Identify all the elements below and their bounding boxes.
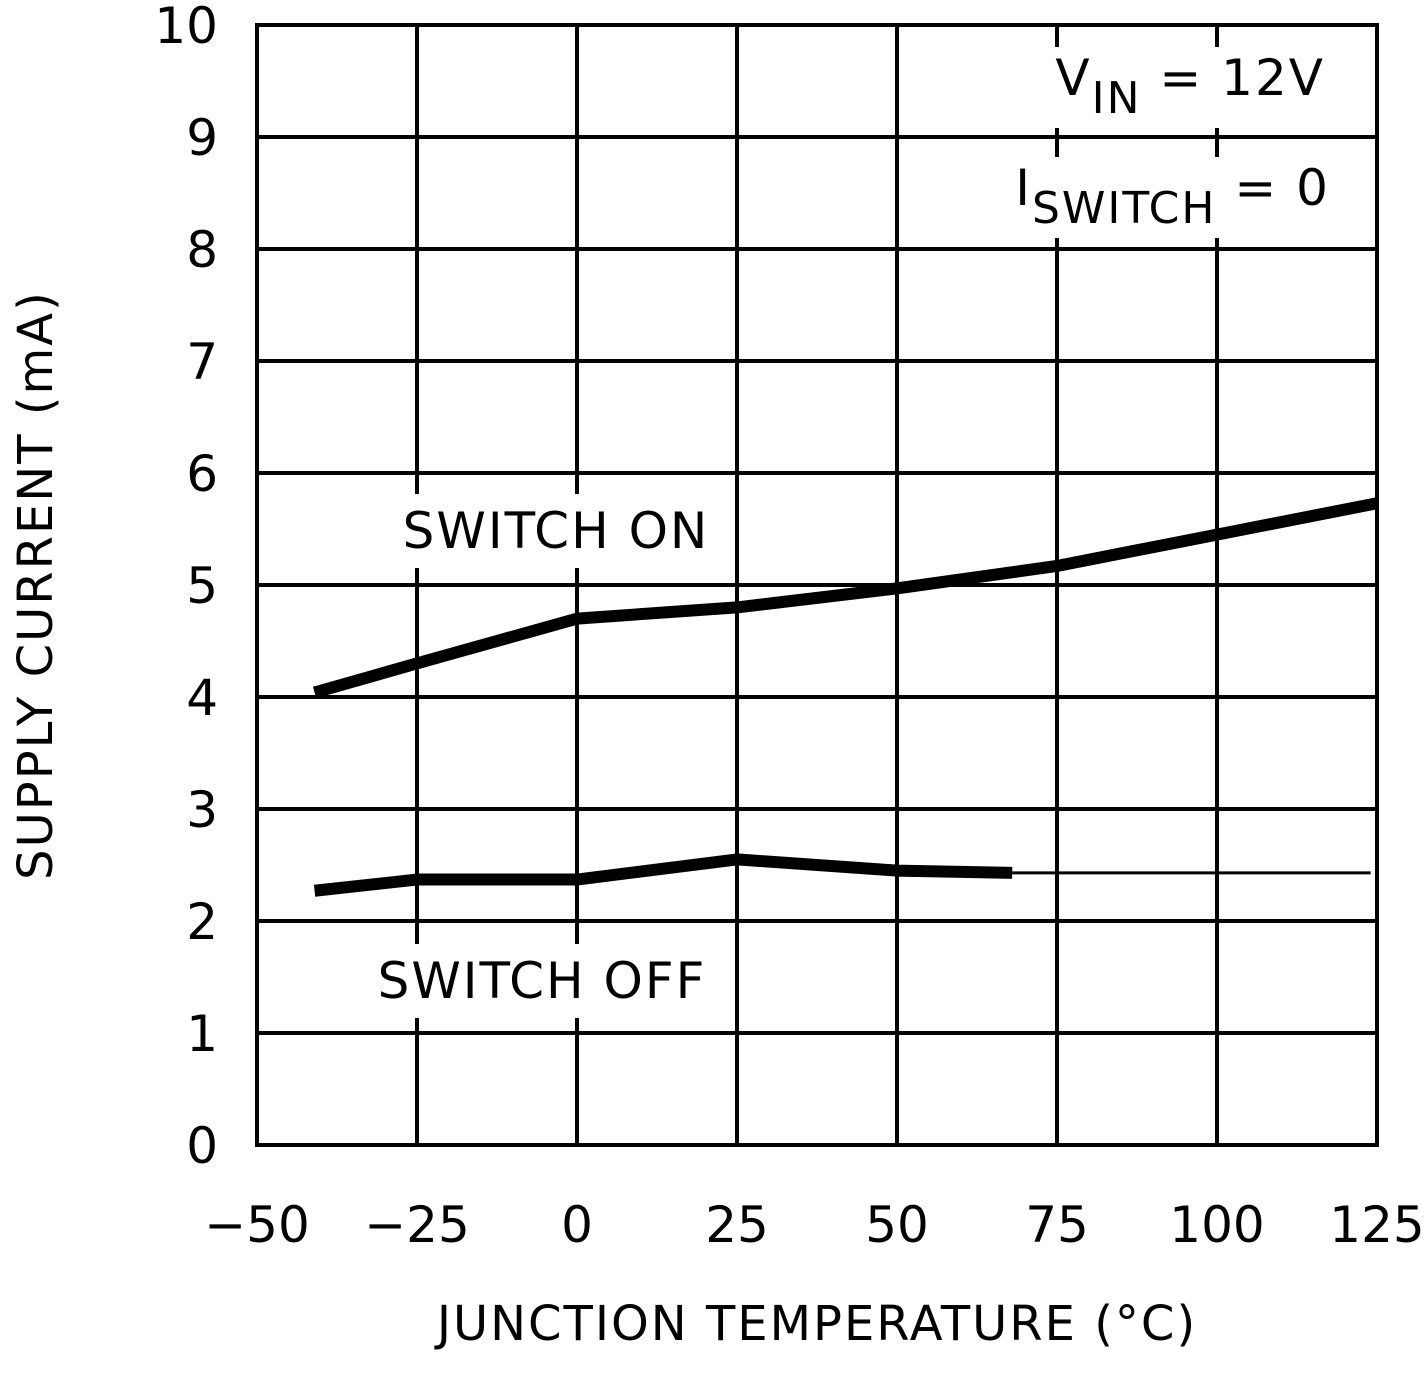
y-tick-label: 5: [186, 557, 218, 615]
y-axis-title: SUPPLY CURRENT (mA): [8, 290, 64, 880]
series-label-background: [365, 944, 719, 1018]
y-tick-label: 4: [186, 669, 218, 727]
annotation-text: ISWITCH = 0: [1015, 159, 1330, 234]
annotation-background: [1045, 47, 1335, 128]
annotation-rest: = 0: [1217, 159, 1331, 217]
x-tick-label: −50: [204, 1196, 310, 1254]
annotation-main: V: [1055, 49, 1091, 107]
series-label: SWITCH OFF: [365, 944, 719, 1018]
y-tick-label: 0: [186, 1117, 218, 1175]
y-tick-label: 8: [186, 221, 218, 279]
y-tick-label: 6: [186, 445, 218, 503]
series-label-background: [390, 494, 722, 568]
annotation: ISWITCH = 0: [1005, 157, 1340, 238]
series-label-text: SWITCH OFF: [378, 952, 707, 1010]
y-tick-label: 1: [186, 1005, 218, 1063]
x-tick-label: 25: [705, 1196, 769, 1254]
x-tick-label: 0: [561, 1196, 593, 1254]
annotation-rest: = 12V: [1141, 49, 1325, 107]
data-line: [312, 497, 1379, 699]
annotation-subscript: SWITCH: [1032, 183, 1217, 234]
series-label: SWITCH ON: [390, 494, 722, 568]
y-tick-label: 3: [186, 781, 218, 839]
y-tick-label: 9: [186, 109, 218, 167]
x-tick-label: −25: [364, 1196, 470, 1254]
annotation: VIN = 12V: [1045, 47, 1335, 128]
x-axis-title: JUNCTION TEMPERATURE (°C): [434, 1296, 1197, 1352]
x-tick-label: 50: [865, 1196, 929, 1254]
x-tick-label: 125: [1329, 1196, 1424, 1254]
series-label-text: SWITCH ON: [403, 502, 710, 560]
data-line: [313, 853, 1013, 897]
annotation-background: [1005, 157, 1340, 238]
x-tick-label: 100: [1169, 1196, 1264, 1254]
y-tick-label: 7: [186, 333, 218, 391]
annotation-text: VIN = 12V: [1055, 49, 1325, 124]
y-tick-label: 10: [154, 0, 218, 55]
annotation-main: I: [1015, 159, 1032, 217]
annotation-subscript: IN: [1092, 73, 1142, 124]
plot-frame: [255, 23, 1379, 1147]
x-tick-label: 75: [1025, 1196, 1089, 1254]
y-tick-label: 2: [186, 893, 218, 951]
